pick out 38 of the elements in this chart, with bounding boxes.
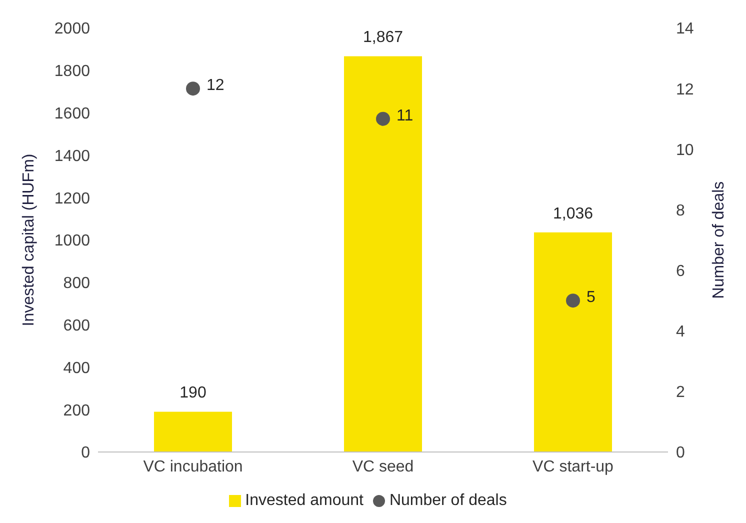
y2-tick-label: 4 xyxy=(676,324,685,341)
y-tick-label: 200 xyxy=(63,402,90,420)
data-label: 11 xyxy=(396,107,414,124)
y2-tick-label: 12 xyxy=(676,81,694,98)
data-label: 5 xyxy=(586,289,596,306)
bar xyxy=(344,56,422,452)
y-tick-label: 600 xyxy=(63,317,90,334)
x-tick-label: VC incubation xyxy=(143,458,243,476)
point xyxy=(376,112,390,126)
y-tick-label: 1200 xyxy=(54,190,90,208)
legend-label: Number of deals xyxy=(389,492,507,509)
data-label: 12 xyxy=(206,77,224,94)
data-label: 1,867 xyxy=(362,29,404,46)
point xyxy=(186,82,200,96)
y2-tick-label: 0 xyxy=(676,444,685,462)
x-tick-label: VC start-up xyxy=(532,458,614,476)
data-label: 1,036 xyxy=(552,205,594,222)
y2-tick-label: 8 xyxy=(676,202,685,220)
bar xyxy=(534,232,612,452)
y-tick-label: 1800 xyxy=(54,63,90,80)
y2-axis-title: Number of deals xyxy=(710,181,728,299)
legend-label: Invested amount xyxy=(245,492,364,509)
y-tick-label: 1400 xyxy=(54,148,90,165)
data-label: 190 xyxy=(180,384,206,402)
y2-tick-label: 14 xyxy=(676,20,694,38)
y2-tick-label: 6 xyxy=(676,262,685,280)
y-tick-label: 0 xyxy=(81,444,90,462)
y-tick-label: 800 xyxy=(63,275,90,292)
y-tick-label: 1600 xyxy=(54,105,90,122)
y-axis-title: Invested capital (HUFm) xyxy=(20,154,38,326)
y-tick-label: 2000 xyxy=(54,20,90,38)
bar xyxy=(154,412,232,452)
x-tick-label: VC seed xyxy=(352,458,414,476)
y2-tick-label: 2 xyxy=(676,384,685,402)
y-tick-label: 400 xyxy=(63,360,90,377)
y-tick-label: 1000 xyxy=(54,232,90,250)
point xyxy=(566,294,580,308)
y2-tick-label: 10 xyxy=(676,142,694,159)
